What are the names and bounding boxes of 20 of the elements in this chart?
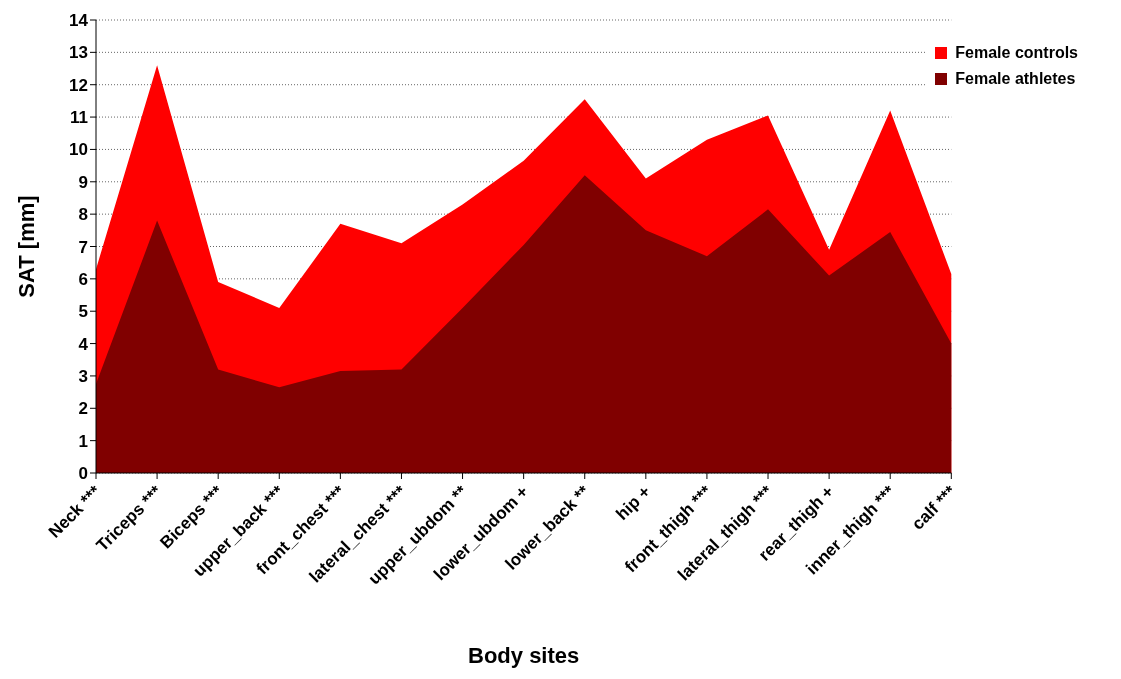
y-tick-label: 1 — [78, 431, 88, 451]
y-tick-label: 9 — [78, 172, 88, 192]
y-tick-label: 12 — [69, 75, 88, 95]
legend-label: Female athletes — [955, 70, 1076, 88]
y-tick-label: 0 — [78, 464, 88, 484]
y-tick-label: 10 — [69, 140, 88, 160]
y-tick-label: 3 — [78, 366, 88, 386]
y-tick-label: 11 — [70, 108, 88, 128]
x-axis-title: Body sites — [468, 643, 580, 668]
legend-label: Female controls — [955, 44, 1078, 62]
y-tick-label: 8 — [78, 205, 88, 225]
y-tick-label: 14 — [69, 11, 89, 31]
y-tick-label: 6 — [78, 269, 88, 289]
x-tick-label: calf *** — [908, 481, 961, 534]
y-tick-label: 2 — [78, 399, 88, 419]
y-tick-label: 13 — [69, 43, 88, 63]
y-tick-label: 4 — [78, 334, 89, 354]
y-axis-title: SAT [mm] — [13, 195, 39, 298]
y-tick-label: 7 — [78, 237, 88, 257]
y-tick-label: 5 — [78, 302, 88, 322]
